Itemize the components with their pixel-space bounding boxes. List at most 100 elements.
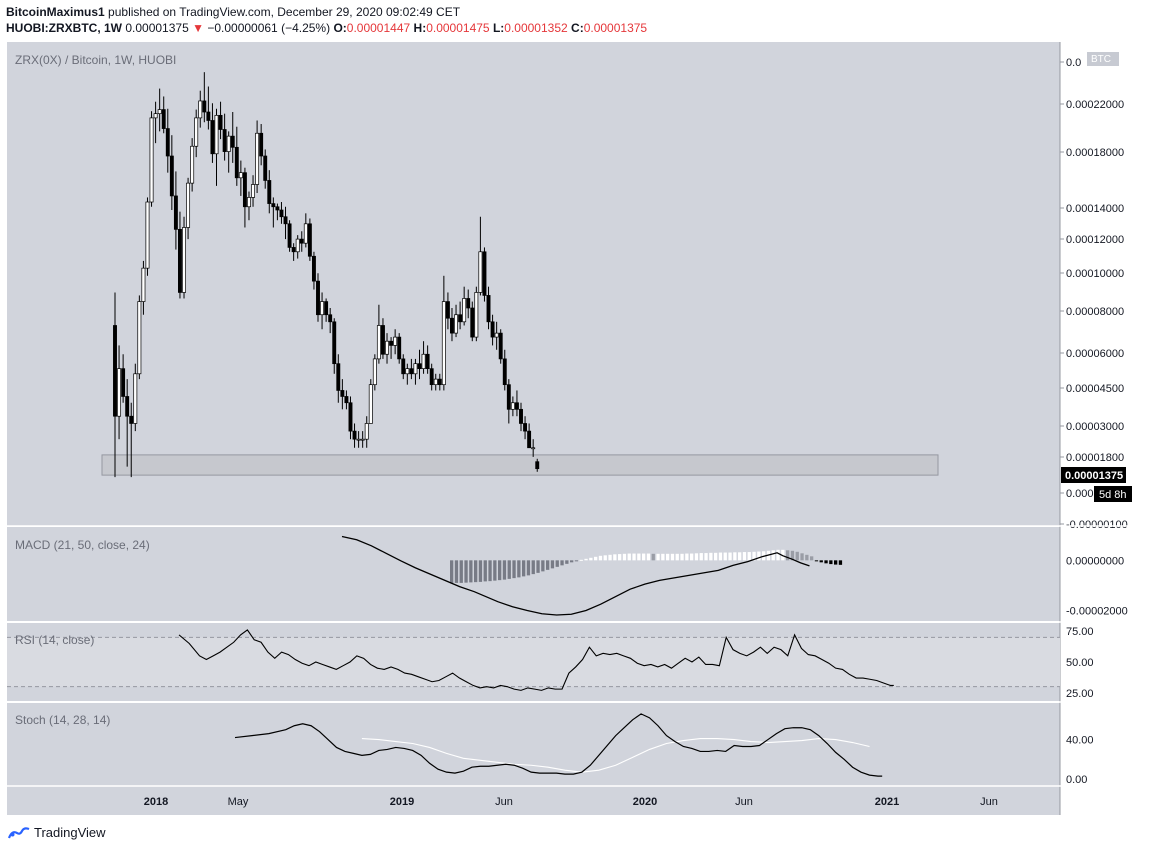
candle-body <box>299 238 304 244</box>
ohlc-line: HUOBI:ZRXBTC, 1W 0.00001375 ▼ −0.0000006… <box>6 20 647 36</box>
macd-histogram-bar <box>747 552 751 561</box>
author-name[interactable]: BitcoinMaximus1 <box>6 5 105 19</box>
price-tick-label: 0.00004500 <box>1066 383 1124 395</box>
stoch-title: Stoch (14, 28, 14) <box>15 713 110 727</box>
candle <box>413 358 418 385</box>
candle <box>202 72 207 123</box>
candle <box>234 126 239 186</box>
macd-histogram-bar <box>531 560 535 575</box>
candle-body <box>255 132 260 185</box>
macd-histogram-bar <box>464 560 468 583</box>
stoch-pane[interactable] <box>7 703 1060 786</box>
candle-body <box>498 332 503 360</box>
macd-histogram-bar <box>459 560 463 583</box>
candle <box>226 131 231 173</box>
candle-body <box>145 201 150 269</box>
candle <box>137 295 142 380</box>
macd-histogram-bar <box>786 550 790 561</box>
candle-body <box>149 117 154 203</box>
candle-body <box>348 402 353 432</box>
candle-body <box>165 128 170 157</box>
stoch-tick-label: 40.00 <box>1066 735 1094 747</box>
candle <box>458 301 463 330</box>
last-price-badge <box>1061 467 1126 483</box>
candle-body <box>141 267 146 302</box>
macd-histogram-bar <box>838 560 843 565</box>
candle <box>466 289 471 319</box>
candle <box>161 96 166 134</box>
macd-histogram-bar <box>637 553 641 561</box>
candle <box>316 273 320 322</box>
candle-body <box>324 301 329 316</box>
candle <box>348 396 353 440</box>
macd-histogram-bar <box>685 553 689 561</box>
candle <box>255 120 260 193</box>
macd-histogram-bar <box>810 556 814 561</box>
macd-histogram-bar <box>661 553 665 561</box>
rsi-title: RSI (14, close) <box>15 633 94 647</box>
axes: 0.0 0.00022000 0.00018000 0.00014000 0.00012… <box>7 52 1146 808</box>
candle-body <box>413 363 418 375</box>
rsi-series: 75.00 50.00 25.00 <box>7 626 1094 700</box>
candle <box>251 175 255 207</box>
candle <box>478 216 483 296</box>
candle <box>462 286 467 326</box>
candle-body <box>409 368 414 375</box>
time-tick-label: 2018 <box>144 796 168 808</box>
price-tick-label: 0.000 <box>1066 488 1094 500</box>
macd-histogram-bar <box>694 553 699 561</box>
rsi-band-fill <box>7 637 1060 687</box>
macd-histogram-bar <box>618 554 622 561</box>
candle-body <box>161 109 166 129</box>
candle-body <box>364 423 369 440</box>
candle <box>494 321 499 350</box>
price-tick-label: 0.00018000 <box>1066 147 1124 159</box>
candle-body <box>186 182 191 228</box>
chart-canvas[interactable]: 0.00000000 -0.00002000 75.00 50.00 25.00 40… <box>7 42 1146 815</box>
macd-histogram-bar <box>622 553 627 561</box>
rsi-line <box>178 629 894 691</box>
candle <box>474 286 479 342</box>
macd-histogram-bar <box>584 558 588 561</box>
low-value: 0.00001352 <box>504 21 568 35</box>
candle <box>190 138 195 192</box>
candle-body <box>190 145 195 184</box>
candle <box>486 286 491 330</box>
symbol-label[interactable]: HUOBI:ZRXBTC, 1W <box>6 21 122 35</box>
candle-body <box>454 314 458 334</box>
price-axis-area[interactable] <box>1060 42 1146 815</box>
candle <box>360 431 365 448</box>
macd-histogram-bar <box>656 553 660 561</box>
candle <box>445 292 450 330</box>
candle-body <box>117 368 122 417</box>
candle <box>433 373 438 391</box>
candle-body <box>307 223 312 257</box>
price-tick-label: -0.00000100 <box>1066 519 1128 531</box>
time-tick-label: 2021 <box>875 796 899 808</box>
macd-histogram-bar <box>502 560 507 580</box>
time-axis-pane[interactable] <box>7 786 1060 815</box>
candle <box>210 103 215 163</box>
candle-body <box>328 314 333 323</box>
candle-body <box>514 402 519 410</box>
macd-histogram-bar <box>742 552 747 561</box>
macd-histogram-bar <box>699 553 703 561</box>
chart-area[interactable]: 0.00000000 -0.00002000 75.00 50.00 25.00 40… <box>7 42 1146 815</box>
candle-body <box>445 301 450 319</box>
candle-body <box>437 378 442 386</box>
candle <box>405 363 410 385</box>
publish-info: published on TradingView.com, December 2… <box>108 5 461 19</box>
candle <box>311 251 316 290</box>
candle-body <box>502 358 507 386</box>
candle-body <box>340 390 345 397</box>
price-series <box>101 72 939 478</box>
macd-histogram-bar <box>757 551 761 561</box>
candle <box>230 112 235 163</box>
footer-brand[interactable]: TradingView <box>8 825 106 840</box>
candle-body <box>523 423 528 432</box>
candle <box>295 235 300 259</box>
candle-body <box>401 358 406 375</box>
candle-body <box>519 408 523 424</box>
candle <box>336 354 341 403</box>
candle-body <box>275 206 280 211</box>
